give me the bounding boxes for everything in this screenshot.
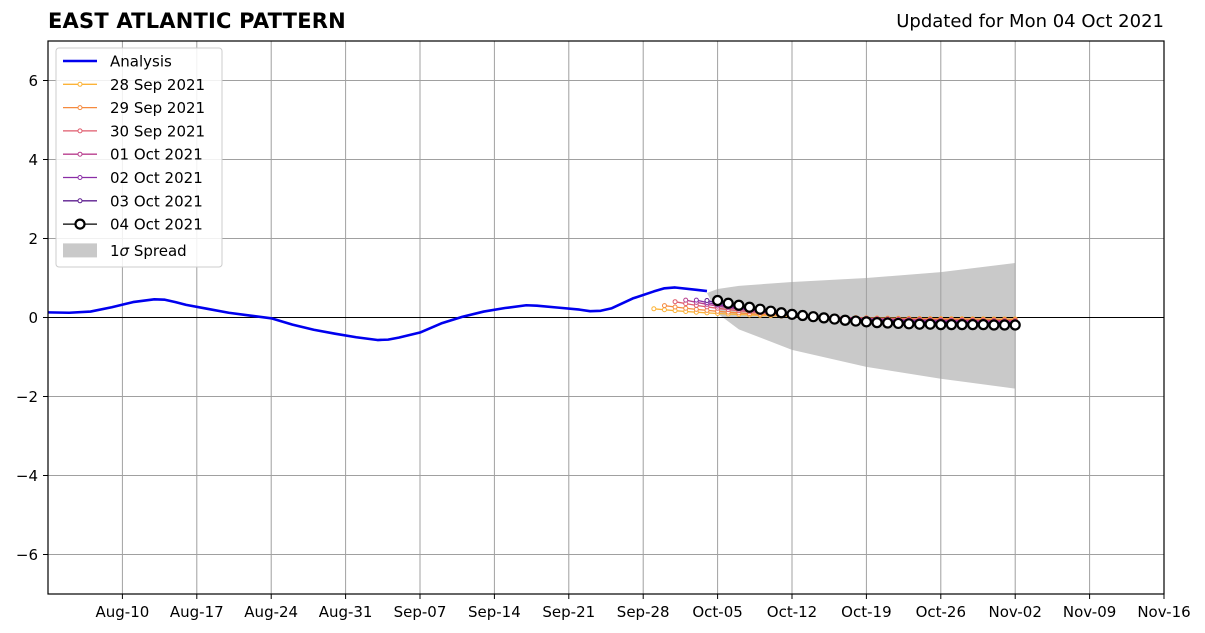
latest-forecast-point bbox=[967, 319, 979, 331]
ticks-layer: Aug-10 Aug-17 Aug-24 Aug-31 Sep-07 Sep-14 Sep-… bbox=[16, 72, 1191, 621]
x-tick-label: Oct-19 bbox=[841, 603, 891, 621]
x-tick-label: Oct-26 bbox=[916, 603, 966, 621]
latest-forecast-point bbox=[743, 301, 756, 313]
latest-forecast-point bbox=[722, 297, 734, 309]
spread-layer bbox=[706, 262, 1016, 389]
legend-label-forecast: 30 Sep 2021 bbox=[110, 122, 205, 140]
latest-forecast-point bbox=[775, 307, 787, 319]
legend-marker-forecast bbox=[77, 128, 83, 134]
forecast-point bbox=[661, 307, 667, 313]
legend-marker-latest bbox=[74, 218, 86, 230]
x-tick-label: Nov-16 bbox=[1137, 603, 1190, 621]
latest-forecast-point bbox=[818, 312, 830, 324]
latest-forecast-point bbox=[882, 317, 894, 329]
analysis-layer bbox=[47, 286, 708, 342]
forecast-point bbox=[683, 305, 689, 311]
latest-forecast-point bbox=[924, 318, 936, 330]
legend-marker-forecast bbox=[77, 105, 83, 111]
x-tick-label: Oct-05 bbox=[692, 603, 742, 621]
latest-forecast-point bbox=[807, 311, 819, 323]
latest-forecast-point bbox=[945, 319, 958, 331]
latest-forecast-point bbox=[711, 294, 724, 307]
legend-label-forecast: 28 Sep 2021 bbox=[110, 76, 205, 94]
y-tick-label: 0 bbox=[28, 309, 38, 327]
legend-spread-symbol: σ bbox=[120, 242, 130, 260]
x-tick-label: Nov-09 bbox=[1063, 603, 1116, 621]
y-tick-label: −6 bbox=[16, 546, 38, 564]
legend-marker-forecast bbox=[77, 151, 83, 157]
legend-label-forecast: 02 Oct 2021 bbox=[110, 169, 203, 187]
y-tick-label: 2 bbox=[28, 230, 38, 248]
x-tick-label: Nov-02 bbox=[989, 603, 1042, 621]
latest-forecast-point bbox=[935, 319, 947, 331]
latest-forecast-point bbox=[754, 303, 766, 315]
latest-forecast-point bbox=[765, 305, 777, 317]
legend-box bbox=[55, 47, 223, 268]
latest-forecast-point bbox=[786, 308, 798, 320]
latest-forecast-point bbox=[871, 317, 883, 329]
latest-forecast-point bbox=[903, 318, 915, 330]
legend-marker-forecast bbox=[77, 198, 83, 204]
latest-forecast-point bbox=[988, 319, 1000, 331]
latest-forecast-layer bbox=[711, 294, 1021, 331]
x-tick-label: Sep-14 bbox=[468, 603, 521, 621]
x-tick-label: Aug-31 bbox=[319, 603, 373, 621]
y-tick-label: 4 bbox=[28, 151, 38, 169]
latest-forecast-point bbox=[1009, 319, 1021, 331]
forecast-point bbox=[693, 297, 699, 303]
legend-marker-forecast bbox=[77, 81, 83, 87]
legend-label-analysis: Analysis bbox=[110, 53, 172, 71]
chart-title: EAST ATLANTIC PATTERN bbox=[48, 9, 346, 33]
legend: Analysis 28 Sep 2021 29 Sep 2021 30 Sep 202… bbox=[55, 47, 223, 268]
x-tick-label: Oct-12 bbox=[767, 603, 817, 621]
forecast-point bbox=[672, 299, 678, 305]
forecast-point bbox=[683, 297, 689, 303]
legend-label-forecast: 03 Oct 2021 bbox=[110, 192, 203, 210]
legend-label-forecast: 29 Sep 2021 bbox=[110, 99, 205, 117]
x-tick-label: Aug-10 bbox=[96, 603, 150, 621]
y-tick-label: 6 bbox=[28, 72, 38, 90]
forecast-point bbox=[651, 306, 657, 312]
latest-forecast-point bbox=[892, 317, 904, 330]
latest-forecast-point bbox=[998, 319, 1011, 331]
latest-forecast-point bbox=[797, 309, 809, 322]
x-tick-label: Sep-21 bbox=[542, 603, 595, 621]
legend-label-spread: 1σ Spread bbox=[110, 242, 187, 260]
legend-handle-spread bbox=[63, 243, 97, 258]
x-tick-label: Aug-24 bbox=[244, 603, 298, 621]
legend-label-forecast: 01 Oct 2021 bbox=[110, 146, 203, 164]
latest-forecast-point bbox=[828, 313, 841, 325]
analysis-line bbox=[47, 286, 708, 342]
y-tick-label: −2 bbox=[16, 388, 38, 406]
forecast-point bbox=[672, 304, 678, 310]
forecast-point bbox=[704, 298, 710, 304]
legend-marker-forecast bbox=[77, 175, 83, 180]
latest-forecast-point bbox=[913, 318, 926, 330]
latest-forecast-point bbox=[839, 314, 851, 326]
forecast-point bbox=[693, 306, 699, 312]
forecast-point bbox=[661, 303, 667, 309]
chart-subtitle: Updated for Mon 04 Oct 2021 bbox=[896, 11, 1164, 32]
x-tick-label: Aug-17 bbox=[170, 603, 224, 621]
legend-spread-suffix: Spread bbox=[129, 242, 187, 260]
x-tick-label: Sep-07 bbox=[394, 603, 447, 621]
latest-forecast-point bbox=[860, 316, 873, 328]
latest-forecast-point bbox=[977, 319, 989, 331]
x-tick-label: Sep-28 bbox=[617, 603, 670, 621]
latest-forecast-point bbox=[956, 319, 968, 331]
latest-forecast-point bbox=[850, 315, 862, 327]
legend-spread-prefix: 1 bbox=[110, 242, 120, 260]
latest-forecast-point bbox=[733, 299, 745, 311]
spread-band bbox=[706, 262, 1016, 389]
legend-label-latest: 04 Oct 2021 bbox=[110, 216, 203, 234]
y-tick-label: −4 bbox=[16, 467, 38, 485]
